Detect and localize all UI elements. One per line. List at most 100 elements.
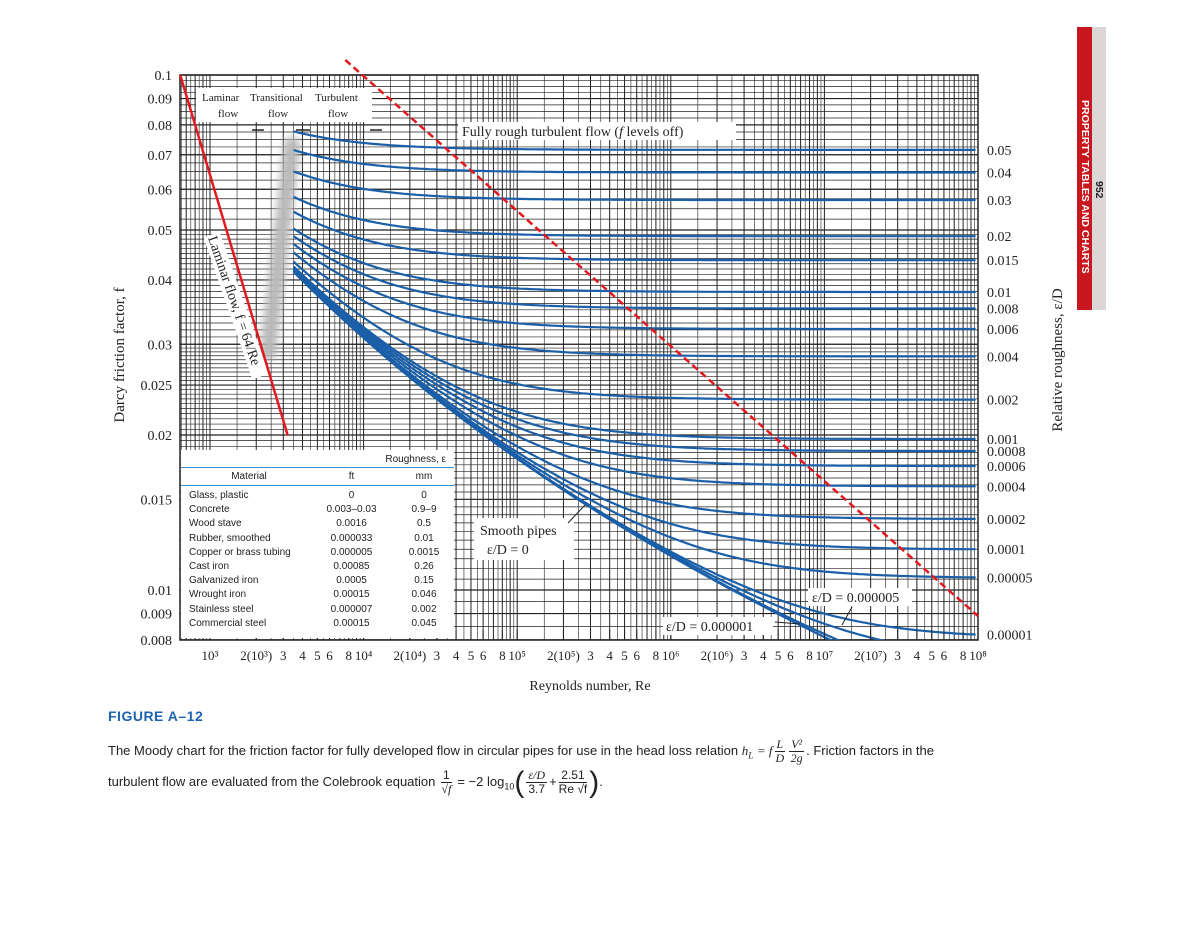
roughness-ft: 0.00085 [333,560,370,572]
x-tick-label: 10⁶ [662,648,680,663]
plot-frame [179,74,979,641]
friction-curve [292,265,976,441]
ed-000005-label: ε/D = 0.000005 [812,591,899,606]
x-tick-label: 4 [606,648,613,663]
figure-caption: The Moody chart for the friction factor … [108,737,935,799]
x-tick-label: 6 [787,648,794,663]
x-tick-label: 4 [299,648,306,663]
x-tick-label: 4 [760,648,767,663]
table-row: Rubber, smoothed 0.000033 0.01 [181,532,454,546]
section-tab [1077,27,1092,310]
roughness-ft: 0.00015 [333,617,370,629]
figure-label: FIGURE A–12 [108,708,204,724]
roughness-mm: 0.002 [411,603,437,615]
table-row: Copper or brass tubing 0.000005 0.0015 [181,546,454,560]
page-number-tab [1092,27,1106,310]
friction-curve [292,227,976,294]
y-tick-label: 0.07 [148,149,173,164]
table-row: Galvanized iron 0.0005 0.15 [181,574,454,588]
roughness-label: 0.05 [987,144,1012,159]
y-tick-label: 0.05 [148,224,173,239]
x-tick-label: 5 [621,648,628,663]
smooth-pipes-ed-label: ε/D = 0 [487,543,529,558]
friction-curve [293,210,976,262]
y-tick-label: 0.01 [148,584,173,599]
roughness-label: 0.02 [987,230,1012,245]
x-tick-label: 8 [960,648,967,663]
eq2-plus: + [549,773,557,789]
x-tick-label: 3 [434,648,441,663]
ed5-pointer [841,606,853,626]
friction-curve [292,260,976,401]
roughness-label: 0.015 [987,254,1019,269]
table-row: Concrete 0.003–0.03 0.9–9 [181,503,454,517]
friction-curve [292,266,976,453]
column-header-mm: mm [415,471,433,482]
roughness-mm: 0.9–9 [411,504,437,516]
x-tick-label: 2(10⁵) [547,648,580,663]
y-tick-label: 0.06 [148,183,173,198]
roughness-label: 0.0004 [987,480,1026,495]
roughness-ft: 0.000033 [330,532,373,544]
roughness-ft: 0.000007 [330,603,373,615]
y-tick-label: 0.025 [141,379,173,394]
x-tick-label: 3 [741,648,748,663]
friction-curve [292,268,976,488]
x-tick-label: 2(10⁶) [701,648,734,663]
material-name: Glass, plastic [189,490,249,501]
table-row: Glass, plastic 0 0 [181,489,454,503]
x-tick-label: 5 [314,648,321,663]
friction-curve [292,243,976,331]
material-name: Stainless steel [189,603,254,615]
roughness-label: 0.03 [987,194,1012,209]
x-tick-label: 2(10⁷) [854,648,887,663]
x-tick-label: 6 [326,648,333,663]
friction-curve [293,195,976,238]
eq1-f: = f [756,742,773,758]
y-tick-label: 0.009 [141,608,173,623]
page-number: 952 [1093,181,1105,199]
fully-rough-label: Fully rough turbulent flow (f levels off… [462,125,684,140]
x-tick-label: 10⁷ [816,648,834,663]
roughness-mm: 0.0015 [408,546,440,558]
friction-curve [292,251,976,358]
eq1-frac-v2g: V² 2g [789,737,805,765]
friction-curve [292,270,834,640]
table-header: Material ft mm [181,468,454,486]
material-name: Commercial steel [189,617,267,629]
material-name: Galvanized iron [189,575,259,587]
regime-header-box [196,88,372,122]
roughness-label: 0.008 [987,303,1019,318]
column-header-ft: ft [348,471,355,482]
ed1-label-bg [663,617,773,635]
x-tick-label: 5 [775,648,782,663]
regime-transitional-flow: flow [268,108,288,120]
x-tick-label: 3 [587,648,594,663]
x-tick-label: 6 [633,648,640,663]
friction-curve [292,267,976,468]
friction-curve [293,130,976,151]
caption-text-3: turbulent flow are evaluated from the Co… [108,773,436,789]
x-tick-label: 2(10⁴) [393,648,426,663]
regime-laminar-label: Laminar [202,92,240,104]
roughness-ft: 0 [348,490,355,501]
x-tick-label: 4 [453,648,460,663]
table-row: Commercial steel 0.00015 0.045 [181,617,454,631]
friction-curve [292,235,976,310]
y-tick-label: 0.08 [148,119,173,134]
material-name: Rubber, smoothed [189,532,271,544]
x-tick-labels: 10³ 2(10³) 3 4 5 6 8 10⁴ 2(10⁴) 3 4 5 6 8 10⁵ 2(10⁵) 3 4 5… [202,630,987,663]
roughness-label: 0.001 [987,433,1019,448]
ed-000001-label: ε/D = 0.000001 [666,620,753,635]
regime-turbulent-flow: flow [328,108,348,120]
friction-curve [292,269,976,521]
table-row: Wrought iron 0.00015 0.046 [181,588,454,602]
section-title: PROPERTY TABLES AND CHARTS [1079,100,1091,274]
x-axis-label: Reynolds number, Re [529,679,650,694]
friction-curve [293,148,976,174]
y-tick-label: 0.04 [148,274,173,289]
x-tick-label: 3 [280,648,287,663]
x-tick-label: 2(10³) [240,648,272,663]
caption-text-2: . Friction factors in the [806,742,935,758]
